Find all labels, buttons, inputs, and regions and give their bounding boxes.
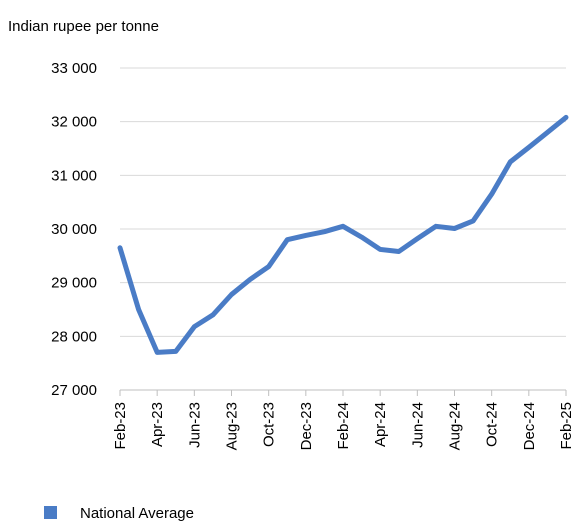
series-line xyxy=(117,114,569,355)
y-tick-label: 30 000 xyxy=(51,221,97,238)
y-axis-tick-labels: 27 000 28 000 29 000 30 000 31 000 32 000 33 0… xyxy=(51,60,97,399)
x-tick-label: Apr-24 xyxy=(372,402,389,447)
y-tick-label: 29 000 xyxy=(51,275,97,292)
x-tick-label: Feb-24 xyxy=(335,402,352,450)
y-tick-label: 32 000 xyxy=(51,114,97,131)
y-tick-label: 31 000 xyxy=(51,167,97,184)
y-tick-label: 27 000 xyxy=(51,382,97,399)
gridlines xyxy=(120,67,566,337)
x-tick-label: Apr-23 xyxy=(149,402,166,447)
legend-swatch xyxy=(44,506,57,519)
series-layer xyxy=(117,114,569,355)
y-tick-label: 33 000 xyxy=(51,60,97,77)
x-tick-label: Dec-23 xyxy=(298,402,315,450)
x-tick-label: Jun-23 xyxy=(186,402,203,448)
x-tick-label: Feb-23 xyxy=(112,402,129,450)
x-tick-label: Jun-24 xyxy=(409,402,426,448)
y-axis-unit-label: Indian rupee per tonne xyxy=(8,18,159,35)
x-tick-label: Oct-24 xyxy=(484,402,501,447)
x-tick-label: Aug-24 xyxy=(447,402,464,450)
x-tick-label: Feb-25 xyxy=(558,402,575,450)
x-axis xyxy=(119,389,567,396)
x-axis-tick-labels: Feb-23 Apr-23 Jun-23 Aug-23 Oct-23 Dec-23 Feb-… xyxy=(112,402,575,450)
y-tick-label: 28 000 xyxy=(51,328,97,345)
legend-label: National Average xyxy=(80,505,194,522)
x-tick-label: Oct-23 xyxy=(261,402,278,447)
legend: National Average xyxy=(44,505,194,522)
x-tick-label: Aug-23 xyxy=(224,402,241,450)
x-tick-label: Dec-24 xyxy=(521,402,538,450)
